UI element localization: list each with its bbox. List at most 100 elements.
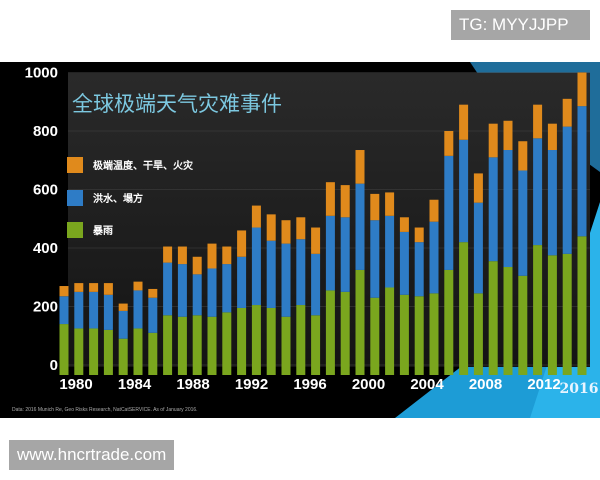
bar-segment-2006-2	[444, 131, 454, 156]
bar-segment-2008-2	[473, 173, 483, 203]
y-tick-label: 200	[33, 299, 58, 316]
bar-segment-1998-1	[325, 215, 335, 291]
bar-segment-2010-2	[503, 120, 513, 151]
bar-segment-2000-0	[355, 269, 365, 375]
bar-segment-2014-0	[562, 253, 572, 375]
y-tick-label: 600	[33, 182, 58, 199]
bar-segment-1991-1	[222, 264, 232, 313]
bar-segment-1988-1	[177, 264, 187, 317]
x-tick-label: 1980	[59, 376, 92, 393]
bar-segment-1996-2	[296, 217, 306, 240]
bar-segment-2005-0	[429, 293, 439, 375]
bar-segment-2014-2	[562, 98, 572, 127]
bar-segment-1987-2	[163, 246, 173, 263]
bar-segment-2010-0	[503, 267, 513, 375]
bar-segment-1993-0	[251, 305, 261, 375]
bar-segment-1996-0	[296, 305, 306, 375]
bar-segment-1999-1	[340, 217, 350, 292]
bar-segment-1984-2	[118, 303, 128, 311]
bar-segment-2002-0	[385, 287, 395, 375]
bar-segment-1980-0	[59, 324, 69, 375]
bar-segment-2004-1	[414, 242, 424, 297]
bar-segment-2001-2	[370, 193, 380, 221]
bar-segment-2001-1	[370, 220, 380, 298]
bar-segment-1980-1	[59, 296, 69, 325]
x-tick-label: 2004	[410, 376, 444, 393]
bar-segment-2012-1	[533, 138, 543, 246]
bar-segment-2012-2	[533, 104, 543, 139]
x-tick-label: 2008	[469, 376, 502, 393]
bar-segment-1989-2	[192, 256, 202, 275]
bar-segment-1994-0	[266, 307, 276, 375]
y-tick-label: 0	[50, 357, 58, 374]
bar-segment-2013-1	[547, 150, 557, 256]
bar-segment-2002-1	[385, 215, 395, 288]
bar-segment-1998-2	[325, 182, 335, 216]
bar-segment-1994-1	[266, 240, 276, 308]
bar-segment-1986-0	[148, 332, 158, 375]
bar-segment-2015-2	[577, 72, 587, 107]
bar-segment-1982-1	[89, 291, 99, 329]
bar-segment-1987-0	[163, 315, 173, 375]
bar-segment-2015-1	[577, 106, 587, 237]
bar-segment-1990-1	[207, 268, 217, 317]
bar-segment-2006-0	[444, 269, 454, 375]
bar-segment-1985-2	[133, 281, 143, 291]
bar-segment-1996-1	[296, 239, 306, 306]
x-tick-label: 2000	[352, 376, 385, 393]
bar-segment-1997-2	[311, 227, 321, 254]
bar-segment-1992-0	[237, 307, 247, 375]
legend: 极端温度、干旱、火灾 洪水、塌方 暴雨	[67, 157, 194, 238]
bar-segment-2011-0	[518, 275, 528, 375]
bar-segment-2003-1	[399, 231, 409, 295]
chart-title: 全球极端天气灾难事件	[72, 92, 282, 116]
bar-segment-2007-0	[459, 242, 469, 375]
bar-segment-1982-2	[89, 283, 99, 292]
bar-segment-1985-1	[133, 290, 143, 329]
legend-swatch-flood	[67, 190, 83, 206]
bar-segment-1983-1	[103, 294, 113, 330]
bar-segment-1992-1	[237, 256, 247, 308]
watermark-website: www.hncrtrade.com	[9, 440, 174, 470]
bar-segment-1993-1	[251, 227, 261, 306]
bar-segment-2010-1	[503, 150, 513, 268]
bar-segment-2013-2	[547, 123, 557, 151]
bar-segment-2004-2	[414, 227, 424, 243]
bar-segment-1982-0	[89, 328, 99, 375]
legend-swatch-heat	[67, 157, 83, 173]
watermark-tg: TG: MYYJJPP	[451, 10, 590, 40]
x-tick-label: 2012	[527, 376, 560, 393]
bar-segment-2009-1	[488, 157, 498, 262]
bar-segment-1999-0	[340, 291, 350, 375]
y-tick-label: 800	[33, 123, 58, 140]
bar-segment-1995-1	[281, 243, 291, 317]
bar-segment-1999-2	[340, 185, 350, 218]
bar-segment-2000-2	[355, 150, 365, 184]
x-tick-label: 2016	[560, 381, 599, 397]
bar-segment-2007-1	[459, 139, 469, 243]
bar-segment-2013-0	[547, 255, 557, 375]
bar-segment-1988-0	[177, 316, 187, 375]
bar-segment-2002-2	[385, 192, 395, 216]
bar-segment-1991-2	[222, 246, 232, 265]
bar-segment-1988-2	[177, 246, 187, 265]
bar-segment-1989-1	[192, 274, 202, 316]
bar-segment-1994-2	[266, 214, 276, 241]
bar-segment-1983-0	[103, 329, 113, 375]
legend-label-flood: 洪水、塌方	[93, 192, 143, 205]
x-tick-label: 1992	[235, 376, 268, 393]
legend-swatch-rain	[67, 222, 83, 238]
bar-segment-2008-0	[473, 293, 483, 375]
x-tick-label: 1984	[118, 376, 152, 393]
bar-segment-2014-1	[562, 126, 572, 254]
bar-segment-2000-1	[355, 183, 365, 270]
bar-segment-2012-0	[533, 245, 543, 375]
bar-segment-2009-2	[488, 123, 498, 158]
bar-segment-1981-0	[74, 328, 84, 375]
bar-segment-1993-2	[251, 205, 261, 228]
bar-segment-1992-2	[237, 230, 247, 257]
bar-segment-1986-2	[148, 288, 158, 298]
bar-segment-1998-0	[325, 290, 335, 375]
bar-segment-1989-0	[192, 315, 202, 375]
legend-label-heat: 极端温度、干旱、火灾	[93, 159, 194, 172]
